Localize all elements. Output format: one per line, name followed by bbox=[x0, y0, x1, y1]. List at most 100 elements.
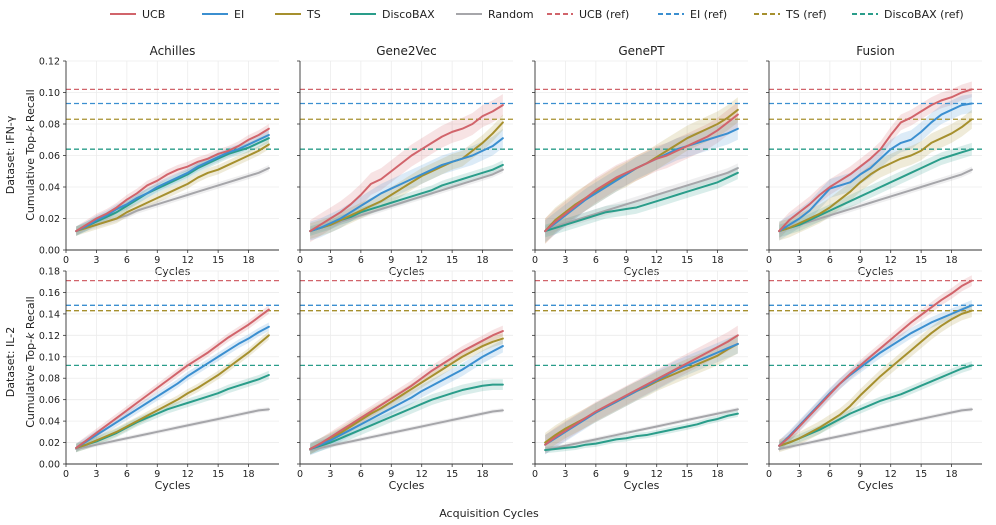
row-label-il2: Dataset: IL-2 bbox=[4, 327, 17, 397]
x-tick-label: 18 bbox=[477, 469, 489, 480]
panel-title-gene2vec: Gene2Vec bbox=[376, 44, 437, 58]
y-tick-label: 0.10 bbox=[39, 88, 60, 99]
series-lines bbox=[778, 88, 973, 233]
band-discobax bbox=[76, 133, 269, 236]
x-tick-label: 15 bbox=[915, 255, 927, 266]
y-tick-label: 0.00 bbox=[39, 246, 60, 257]
x-axis-label: Cycles bbox=[389, 479, 425, 492]
series-line-random bbox=[309, 409, 504, 452]
x-tick-label: 9 bbox=[388, 255, 394, 266]
series-line-random bbox=[778, 168, 973, 233]
series-line-ucb bbox=[778, 88, 973, 233]
x-axis-label: Cycles bbox=[389, 265, 425, 278]
x-axis-label: Cycles bbox=[155, 479, 191, 492]
series-line-discobax bbox=[778, 364, 973, 447]
series-line-random bbox=[544, 408, 739, 452]
series-line-ts bbox=[309, 121, 504, 233]
x-tick-label: 9 bbox=[857, 255, 863, 266]
x-tick-label: 15 bbox=[915, 469, 927, 480]
x-tick-label: 18 bbox=[946, 469, 958, 480]
x-tick-label: 12 bbox=[416, 469, 428, 480]
x-tick-label: 3 bbox=[327, 469, 333, 480]
legend-label-ei: EI bbox=[234, 8, 244, 21]
series-line-discobax bbox=[544, 171, 739, 233]
legend-label-ei-ref: EI (ref) bbox=[690, 8, 727, 21]
series-line-ei bbox=[75, 134, 270, 233]
y-ticks: 0.00 0.02 0.04 0.06 0.08 0.10 0.12 bbox=[39, 57, 66, 257]
y-tick-label: 0.02 bbox=[39, 214, 60, 225]
suptitle-x: Acquisition Cycles bbox=[439, 507, 539, 520]
series-line-ei bbox=[309, 345, 504, 450]
x-tick-label: 12 bbox=[651, 469, 663, 480]
ylabel-row-1: Cumulative Top-k Recall bbox=[24, 296, 37, 428]
series-line-random bbox=[778, 408, 973, 450]
reference-lines bbox=[535, 279, 748, 367]
ylabel-prefix: Cumulative Top- bbox=[24, 132, 37, 221]
series-lines bbox=[778, 279, 973, 450]
panel-il-2-achilles: 0.00 0.02 0.04 0.06 0.08 0.10 0.12 0.14 0.16 0.18… bbox=[39, 267, 279, 492]
y-tick-label: 0.16 bbox=[39, 288, 60, 299]
band-ts bbox=[545, 97, 738, 244]
x-axis-label: Cycles bbox=[624, 479, 660, 492]
x-ticks: 0 3 6 9 12 15 18 bbox=[63, 250, 255, 266]
x-tick-label: 6 bbox=[827, 469, 833, 480]
y-ticks bbox=[766, 270, 769, 465]
x-tick-label: 15 bbox=[681, 255, 693, 266]
series-line-random bbox=[544, 167, 739, 233]
band-ts bbox=[779, 304, 972, 453]
x-tick-label: 9 bbox=[154, 469, 160, 480]
legend-label-ucb-ref: UCB (ref) bbox=[579, 8, 629, 21]
x-tick-label: 15 bbox=[212, 469, 224, 480]
x-tick-label: 12 bbox=[182, 469, 194, 480]
legend-label-discobax-ref: DiscoBAX (ref) bbox=[884, 8, 964, 21]
ylabel-k: k bbox=[24, 125, 37, 132]
gridlines bbox=[768, 60, 982, 251]
x-tick-label: 9 bbox=[857, 469, 863, 480]
y-tick-label: 0.08 bbox=[39, 120, 60, 131]
series-line-discobax bbox=[778, 148, 973, 233]
gridlines bbox=[65, 270, 279, 465]
series-line-ts bbox=[75, 334, 270, 449]
panel-title-achilles: Achilles bbox=[150, 44, 196, 58]
y-ticks bbox=[532, 60, 535, 251]
band-ts bbox=[310, 333, 503, 455]
y-tick-label: 0.10 bbox=[39, 352, 60, 363]
x-tick-label: 15 bbox=[212, 255, 224, 266]
x-tick-label: 15 bbox=[446, 469, 458, 480]
y-tick-label: 0.12 bbox=[39, 331, 60, 342]
series-line-discobax bbox=[75, 137, 270, 233]
band-discobax bbox=[545, 166, 738, 238]
series-lines bbox=[544, 334, 739, 452]
series-line-ts bbox=[75, 143, 270, 233]
series-line-ei bbox=[75, 325, 270, 449]
x-axis-label: Cycles bbox=[858, 265, 894, 278]
band-discobax bbox=[545, 410, 738, 454]
x-tick-label: 15 bbox=[446, 255, 458, 266]
series-line-ucb bbox=[778, 279, 973, 447]
legend-item-ei: EI bbox=[202, 8, 244, 21]
legend-label-ts-ref: TS (ref) bbox=[785, 8, 827, 21]
y-tick-label: 0.12 bbox=[39, 57, 60, 68]
x-tick-label: 0 bbox=[297, 469, 303, 480]
band-ts bbox=[779, 109, 972, 241]
x-tick-label: 3 bbox=[796, 255, 802, 266]
x-tick-label: 9 bbox=[388, 469, 394, 480]
x-tick-label: 0 bbox=[532, 255, 538, 266]
series-lines bbox=[75, 308, 270, 450]
row-label-ifn: Dataset: IFN-γ bbox=[4, 115, 17, 194]
series-line-ei bbox=[778, 102, 973, 233]
panel-ifn-achilles: 0.00 0.02 0.04 0.06 0.08 0.10 0.12 0 3 6 9 12 15 18 Cy… bbox=[39, 44, 279, 278]
ylabel-suffix: Recall bbox=[24, 89, 37, 125]
x-ticks: 0 3 6 9 12 15 18 bbox=[532, 250, 724, 266]
x-tick-label: 6 bbox=[124, 255, 130, 266]
y-tick-label: 0.06 bbox=[39, 395, 60, 406]
x-tick-label: 18 bbox=[243, 255, 255, 266]
x-tick-label: 0 bbox=[532, 469, 538, 480]
confidence-bands bbox=[779, 275, 972, 453]
x-tick-label: 0 bbox=[63, 469, 69, 480]
legend-item-ei-ref: EI (ref) bbox=[658, 8, 727, 21]
x-tick-label: 3 bbox=[93, 469, 99, 480]
x-tick-label: 18 bbox=[946, 255, 958, 266]
x-tick-label: 18 bbox=[477, 255, 489, 266]
series-line-ucb bbox=[75, 308, 270, 449]
